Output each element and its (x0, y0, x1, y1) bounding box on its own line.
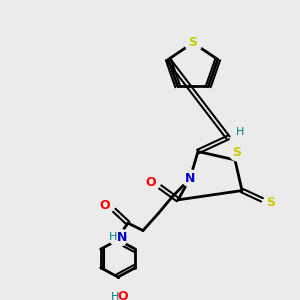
Text: O: O (118, 290, 128, 300)
Text: N: N (117, 230, 127, 244)
Text: S: S (266, 196, 275, 209)
Text: H: H (109, 232, 117, 242)
Text: O: O (100, 199, 110, 212)
Text: H: H (236, 127, 244, 137)
Text: S: S (232, 146, 242, 159)
Text: S: S (188, 36, 197, 49)
Text: H: H (111, 292, 119, 300)
Text: O: O (146, 176, 156, 189)
Text: N: N (185, 172, 195, 185)
